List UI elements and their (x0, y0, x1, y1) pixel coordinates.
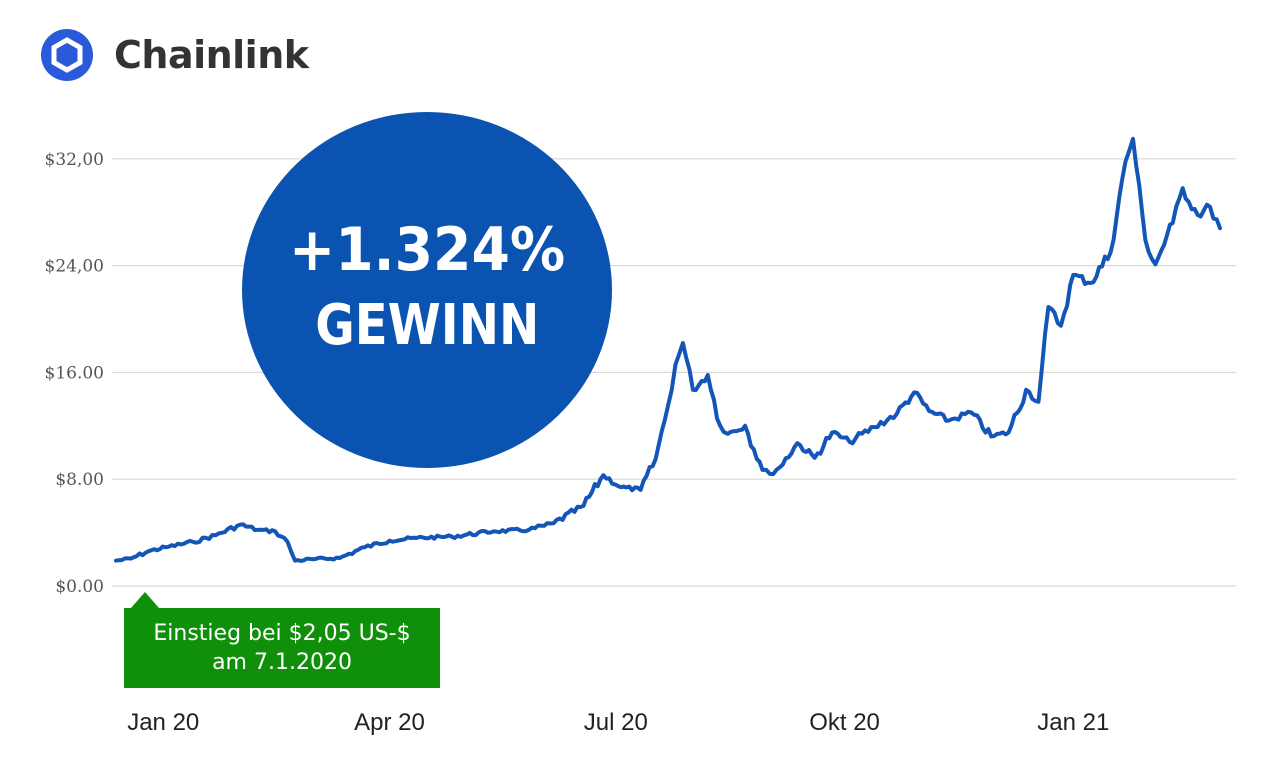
y-tick-label: $24,00 (45, 257, 104, 277)
y-axis: $0.00 $8.00 $16.00 $24,00 $32,00 (45, 150, 104, 597)
entry-callout-price: Einstieg bei $2,05 US-$ (153, 621, 411, 646)
x-tick-label: Okt 20 (809, 709, 880, 736)
x-tick-label: Jul 20 (584, 709, 648, 736)
entry-callout-date: am 7.1.2020 (212, 650, 352, 675)
x-tick-label: Jan 21 (1037, 709, 1109, 736)
entry-callout-pointer (131, 592, 159, 608)
price-line (114, 136, 1222, 563)
gain-badge: +1.324% GEWINN (242, 112, 612, 468)
brand-header: Chainlink (40, 28, 309, 82)
x-axis: Jan 20 Apr 20 Jul 20 Okt 20 Jan 21 (127, 709, 1109, 736)
brand-name: Chainlink (114, 33, 309, 77)
x-tick-label: Jan 20 (127, 709, 199, 736)
chainlink-hexagon-icon (41, 29, 93, 81)
x-tick-label: Apr 20 (354, 709, 425, 736)
entry-callout: Einstieg bei $2,05 US-$ am 7.1.2020 (124, 608, 440, 688)
y-tick-label: $32,00 (45, 150, 104, 170)
y-tick-label: $0.00 (55, 577, 104, 597)
y-tick-label: $8.00 (55, 470, 104, 490)
gain-percent: +1.324% (288, 215, 566, 285)
gain-label: GEWINN (314, 293, 540, 358)
y-tick-label: $16.00 (45, 363, 104, 383)
